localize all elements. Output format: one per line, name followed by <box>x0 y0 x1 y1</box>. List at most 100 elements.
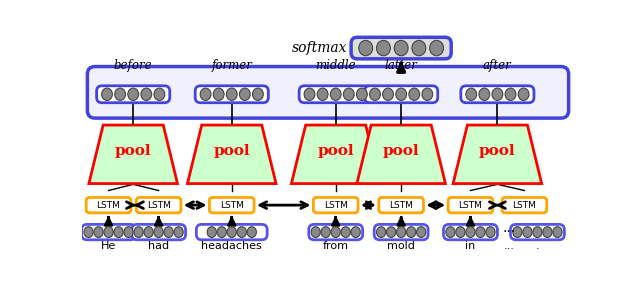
FancyBboxPatch shape <box>374 224 428 240</box>
Polygon shape <box>357 125 445 184</box>
Text: pool: pool <box>383 144 419 158</box>
Ellipse shape <box>383 88 394 100</box>
FancyBboxPatch shape <box>299 86 372 103</box>
FancyBboxPatch shape <box>351 37 451 59</box>
FancyBboxPatch shape <box>88 66 568 118</box>
Text: pool: pool <box>115 144 152 158</box>
Ellipse shape <box>341 227 350 237</box>
Text: ···: ··· <box>502 225 515 239</box>
Ellipse shape <box>356 88 367 100</box>
Ellipse shape <box>359 40 372 56</box>
Text: .: . <box>536 241 540 251</box>
Text: LSTM: LSTM <box>458 201 483 210</box>
FancyBboxPatch shape <box>82 224 136 240</box>
Ellipse shape <box>321 227 330 237</box>
Text: softmax: softmax <box>292 41 348 55</box>
Ellipse shape <box>237 227 246 237</box>
Ellipse shape <box>114 227 123 237</box>
Polygon shape <box>188 125 276 184</box>
Ellipse shape <box>376 40 390 56</box>
FancyBboxPatch shape <box>379 198 424 213</box>
Text: LSTM: LSTM <box>147 201 170 210</box>
Ellipse shape <box>476 227 485 237</box>
Ellipse shape <box>94 227 103 237</box>
Ellipse shape <box>486 227 495 237</box>
Ellipse shape <box>376 227 386 237</box>
Text: ...: ... <box>504 241 515 251</box>
FancyBboxPatch shape <box>97 86 170 103</box>
Text: in: in <box>465 241 476 251</box>
Text: from: from <box>323 241 349 251</box>
Text: LSTM: LSTM <box>324 201 348 210</box>
Ellipse shape <box>115 88 125 100</box>
Text: pool: pool <box>317 144 354 158</box>
Ellipse shape <box>247 227 257 237</box>
Ellipse shape <box>523 227 532 237</box>
Text: middle: middle <box>316 59 356 72</box>
Ellipse shape <box>518 88 529 100</box>
Ellipse shape <box>154 227 163 237</box>
FancyBboxPatch shape <box>196 224 267 240</box>
Ellipse shape <box>154 88 164 100</box>
Ellipse shape <box>466 88 477 100</box>
FancyBboxPatch shape <box>448 198 493 213</box>
Ellipse shape <box>227 227 236 237</box>
Text: He: He <box>101 241 116 251</box>
Text: former: former <box>211 59 252 72</box>
Ellipse shape <box>141 88 152 100</box>
Ellipse shape <box>304 88 315 100</box>
Text: pool: pool <box>479 144 516 158</box>
Ellipse shape <box>505 88 516 100</box>
Text: before: before <box>114 59 152 72</box>
Ellipse shape <box>330 88 341 100</box>
FancyBboxPatch shape <box>86 198 131 213</box>
Ellipse shape <box>456 227 465 237</box>
Ellipse shape <box>144 227 153 237</box>
Text: LSTM: LSTM <box>389 201 413 210</box>
Text: LSTM: LSTM <box>97 201 120 210</box>
Ellipse shape <box>406 227 416 237</box>
Ellipse shape <box>446 227 455 237</box>
Text: latter: latter <box>385 59 417 72</box>
Text: pool: pool <box>213 144 250 158</box>
Ellipse shape <box>200 88 211 100</box>
Ellipse shape <box>311 227 320 237</box>
Ellipse shape <box>466 227 475 237</box>
FancyBboxPatch shape <box>314 198 358 213</box>
Polygon shape <box>89 125 177 184</box>
Ellipse shape <box>533 227 542 237</box>
FancyBboxPatch shape <box>365 86 438 103</box>
Polygon shape <box>453 125 541 184</box>
Ellipse shape <box>429 40 444 56</box>
Text: LSTM: LSTM <box>513 201 536 210</box>
FancyBboxPatch shape <box>444 224 497 240</box>
Ellipse shape <box>369 88 380 100</box>
Ellipse shape <box>344 88 354 100</box>
Ellipse shape <box>351 227 360 237</box>
Ellipse shape <box>227 88 237 100</box>
Ellipse shape <box>134 227 143 237</box>
Ellipse shape <box>417 227 426 237</box>
Ellipse shape <box>396 88 406 100</box>
Ellipse shape <box>217 227 227 237</box>
Ellipse shape <box>387 227 396 237</box>
Ellipse shape <box>331 227 340 237</box>
Ellipse shape <box>128 88 139 100</box>
Text: headaches: headaches <box>202 241 262 251</box>
Ellipse shape <box>543 227 552 237</box>
Ellipse shape <box>213 88 224 100</box>
Ellipse shape <box>174 227 183 237</box>
FancyBboxPatch shape <box>511 224 564 240</box>
FancyBboxPatch shape <box>136 198 181 213</box>
Ellipse shape <box>104 227 113 237</box>
Ellipse shape <box>207 227 216 237</box>
FancyBboxPatch shape <box>132 224 186 240</box>
Ellipse shape <box>409 88 420 100</box>
Ellipse shape <box>492 88 503 100</box>
Ellipse shape <box>513 227 522 237</box>
Ellipse shape <box>239 88 250 100</box>
FancyBboxPatch shape <box>461 86 534 103</box>
Text: had: had <box>148 241 169 251</box>
Text: after: after <box>483 59 512 72</box>
Ellipse shape <box>397 227 406 237</box>
